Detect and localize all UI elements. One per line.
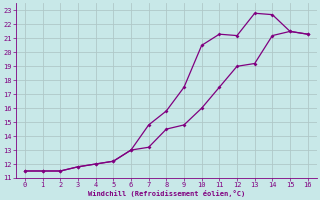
X-axis label: Windchill (Refroidissement éolien,°C): Windchill (Refroidissement éolien,°C)	[88, 190, 245, 197]
